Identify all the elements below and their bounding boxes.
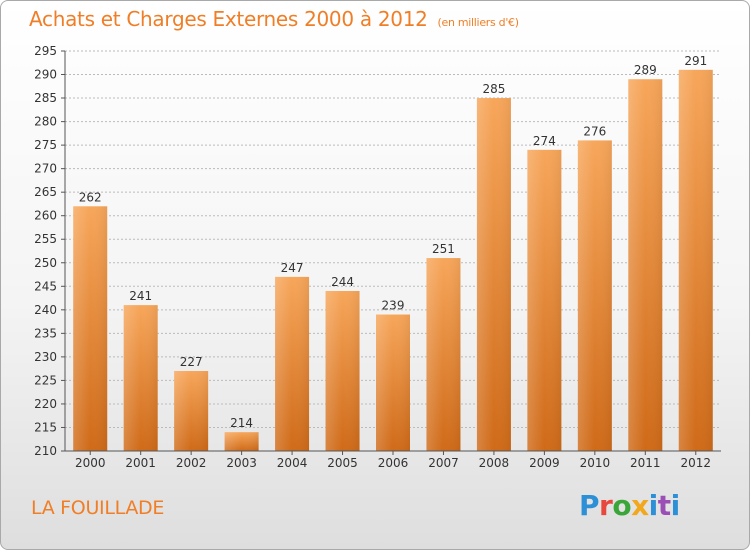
axis-layer: 210 215 220 225 230 235 240 245 250 255 260 265 270 2…	[34, 44, 721, 470]
bar-highlight	[73, 206, 108, 451]
bars-layer	[73, 69, 713, 452]
x-tick-label: 2005	[327, 456, 358, 470]
chart-unit: (en milliers d'€)	[437, 16, 519, 29]
bar-highlight	[426, 258, 461, 451]
y-tick-label: 240	[34, 303, 57, 317]
bar-highlight	[174, 371, 209, 451]
y-tick-label: 275	[34, 138, 57, 152]
bar-highlight	[376, 314, 410, 451]
y-tick-label: 245	[34, 279, 57, 293]
x-tick-label: 2004	[277, 456, 308, 470]
x-tick-label: 2007	[428, 456, 459, 470]
x-tick-label: 2010	[580, 456, 611, 470]
y-tick-label: 295	[34, 44, 57, 58]
y-tick-label: 285	[34, 91, 57, 105]
bar-value-label: 262	[79, 190, 102, 204]
bar-value-label: 241	[129, 289, 152, 303]
bar-value-label: 276	[583, 124, 606, 138]
y-tick-label: 215	[34, 420, 57, 434]
bar-highlight	[678, 69, 713, 451]
y-tick-label: 210	[34, 444, 57, 458]
chart-title: Achats et Charges Externes 2000 à 2012 (e…	[29, 7, 519, 31]
y-tick-label: 265	[34, 185, 57, 199]
bar-highlight	[577, 140, 612, 452]
y-tick-label: 260	[34, 209, 57, 223]
labels-layer: 262 241 227 214 247 244 239 251 285 274 276 289 291	[79, 54, 707, 430]
bar-value-label: 227	[180, 355, 203, 369]
bar-value-label: 289	[634, 63, 657, 77]
bar-highlight	[123, 305, 158, 451]
bar-value-label: 285	[482, 82, 505, 96]
y-tick-label: 235	[34, 326, 57, 340]
x-tick-label: 2011	[630, 456, 661, 470]
y-tick-label: 225	[34, 373, 57, 387]
y-tick-label: 280	[34, 115, 57, 129]
x-tick-label: 2009	[529, 456, 560, 470]
proxiti-logo: Proxiti	[579, 489, 680, 522]
x-tick-label: 2012	[680, 456, 711, 470]
x-tick-label: 2000	[75, 456, 106, 470]
x-tick-label: 2006	[378, 456, 409, 470]
bar-highlight	[628, 79, 663, 451]
bar-value-label: 244	[331, 275, 354, 289]
bar-highlight	[325, 291, 360, 451]
y-tick-label: 250	[34, 256, 57, 270]
commune-name: LA FOUILLADE	[31, 497, 165, 519]
bar-highlight	[224, 432, 259, 451]
bar-value-label: 251	[432, 242, 455, 256]
bar-highlight	[476, 98, 511, 451]
bar-value-label: 239	[382, 299, 405, 313]
x-tick-label: 2001	[125, 456, 156, 470]
bar-value-label: 214	[230, 416, 253, 430]
bar-highlight	[527, 149, 562, 451]
x-tick-label: 2003	[226, 456, 257, 470]
bar-value-label: 274	[533, 134, 556, 148]
y-tick-label: 290	[34, 68, 57, 82]
y-tick-label: 220	[34, 397, 57, 411]
bar-value-label: 247	[281, 261, 304, 275]
x-tick-label: 2002	[176, 456, 207, 470]
y-tick-label: 230	[34, 350, 57, 364]
chart-title-text: Achats et Charges Externes 2000 à 2012	[29, 7, 428, 31]
x-tick-label: 2008	[479, 456, 510, 470]
bar-value-label: 291	[684, 54, 707, 68]
bar-highlight	[275, 276, 310, 451]
y-tick-label: 270	[34, 162, 57, 176]
y-tick-label: 255	[34, 232, 57, 246]
